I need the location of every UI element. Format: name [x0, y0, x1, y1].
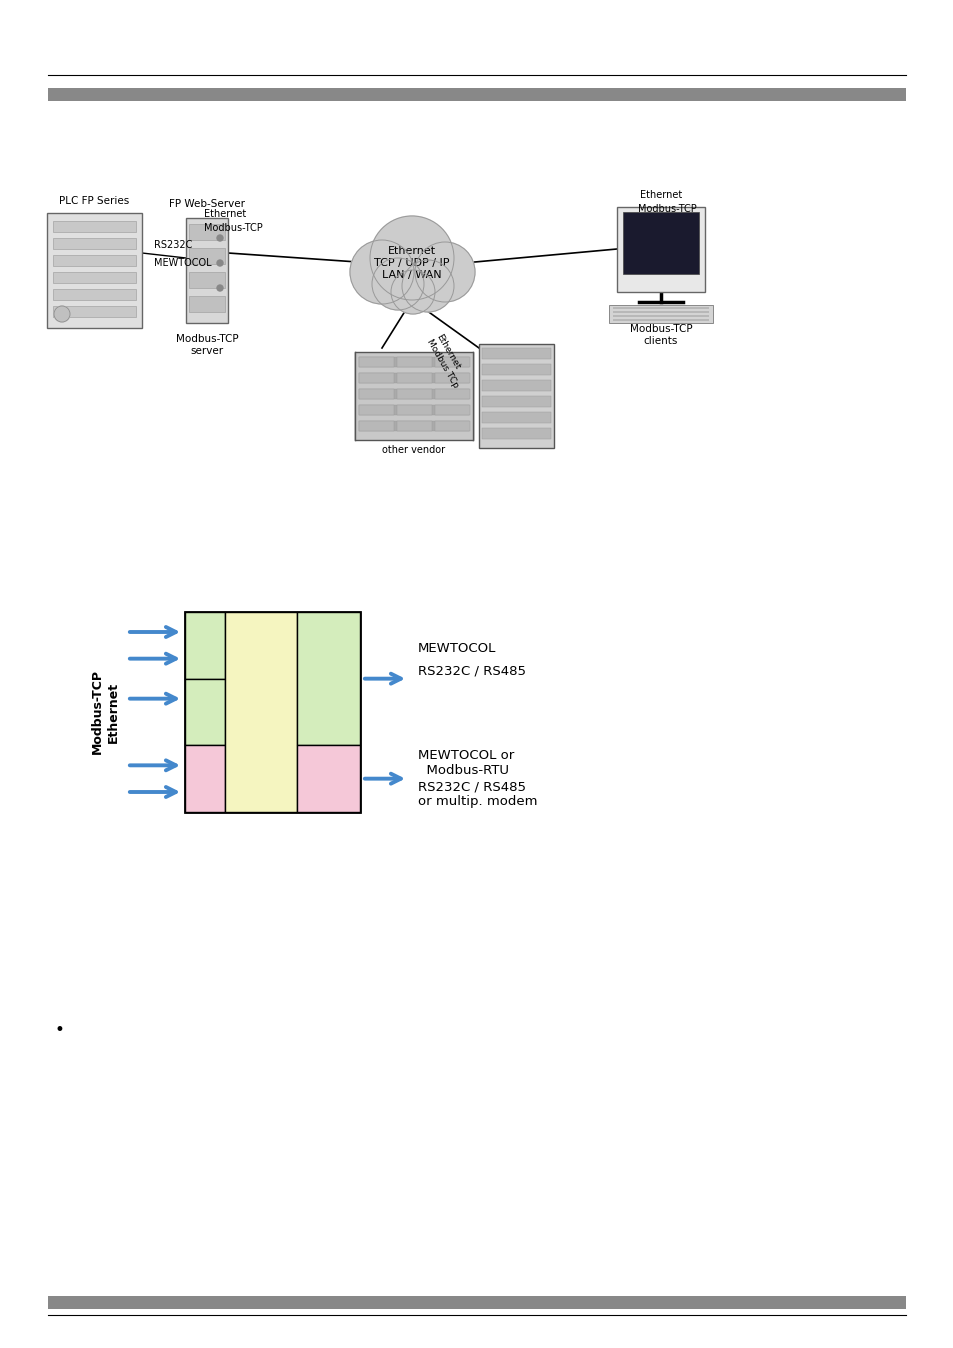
- Text: FP Web-Server: FP Web-Server: [169, 200, 245, 209]
- Text: Modbus-RTU: Modbus-RTU: [417, 764, 509, 778]
- Bar: [358, 390, 394, 399]
- Bar: [435, 421, 470, 431]
- Text: Ethernet
TCP / UDP / IP
LAN / WAN: Ethernet TCP / UDP / IP LAN / WAN: [374, 247, 449, 279]
- Text: Ethernet
Modbus TCp: Ethernet Modbus TCp: [424, 332, 469, 390]
- Bar: [396, 373, 432, 383]
- Bar: [481, 364, 551, 375]
- Bar: [613, 315, 708, 317]
- Circle shape: [216, 260, 223, 266]
- Bar: [396, 404, 432, 415]
- Circle shape: [372, 257, 423, 310]
- Circle shape: [391, 270, 435, 314]
- Circle shape: [350, 240, 414, 305]
- Bar: [185, 612, 359, 811]
- Circle shape: [216, 235, 223, 241]
- Bar: [358, 404, 469, 415]
- Bar: [622, 212, 699, 274]
- Circle shape: [415, 243, 475, 302]
- Bar: [189, 248, 225, 264]
- Text: other vendor: other vendor: [382, 445, 445, 456]
- Bar: [225, 612, 296, 811]
- Text: MEWTOCOL: MEWTOCOL: [153, 257, 212, 268]
- Text: Modbus-TCP
clients: Modbus-TCP clients: [629, 325, 692, 346]
- Text: PLC FP Series: PLC FP Series: [59, 195, 130, 206]
- Bar: [48, 88, 905, 101]
- Bar: [613, 319, 708, 321]
- Bar: [296, 612, 359, 745]
- Text: Ethernet: Ethernet: [107, 682, 119, 743]
- Bar: [396, 357, 432, 367]
- Bar: [481, 348, 551, 359]
- Bar: [481, 396, 551, 407]
- Bar: [185, 678, 225, 745]
- Bar: [189, 272, 225, 288]
- Text: Modbus-TCP: Modbus-TCP: [204, 222, 262, 233]
- Text: Modbus-TCP: Modbus-TCP: [91, 670, 103, 755]
- Text: 9pin
RS232C: 9pin RS232C: [317, 756, 339, 801]
- Text: 6 Tasks: 6 Tasks: [249, 661, 273, 763]
- Bar: [189, 297, 225, 311]
- Bar: [186, 218, 228, 324]
- Bar: [358, 357, 394, 367]
- Text: RS232C / RS485: RS232C / RS485: [417, 780, 525, 793]
- Bar: [613, 307, 708, 309]
- Bar: [478, 344, 554, 448]
- Bar: [435, 390, 470, 399]
- Bar: [435, 373, 470, 383]
- Bar: [358, 390, 469, 399]
- Bar: [435, 357, 470, 367]
- Bar: [481, 429, 551, 439]
- Bar: [358, 404, 394, 415]
- Bar: [617, 208, 704, 293]
- Circle shape: [401, 260, 454, 311]
- Text: Modbus-TCP: Modbus-TCP: [637, 204, 696, 214]
- Bar: [296, 745, 359, 811]
- Text: TCP/UDP
PORT: TCP/UDP PORT: [194, 620, 215, 671]
- Circle shape: [54, 306, 70, 322]
- Bar: [358, 421, 394, 431]
- Bar: [608, 305, 712, 324]
- Text: Ethernet: Ethernet: [204, 209, 246, 218]
- Bar: [189, 224, 225, 240]
- Bar: [185, 745, 225, 811]
- Text: Ethernet: Ethernet: [639, 190, 681, 200]
- Text: MEWTOCOL or: MEWTOCOL or: [417, 749, 514, 762]
- Text: or multip. modem: or multip. modem: [417, 795, 537, 809]
- Text: MEWTOCOL: MEWTOCOL: [417, 642, 496, 655]
- Bar: [355, 352, 473, 439]
- Bar: [481, 412, 551, 423]
- Bar: [47, 213, 142, 328]
- Text: RS232C: RS232C: [153, 240, 193, 249]
- Bar: [481, 380, 551, 391]
- Bar: [53, 288, 136, 301]
- Text: TCP/UDP
PORT: TCP/UDP PORT: [194, 754, 215, 805]
- Bar: [53, 239, 136, 249]
- Bar: [358, 373, 394, 383]
- Bar: [396, 390, 432, 399]
- Bar: [53, 255, 136, 266]
- Text: Modbus-TCP
server: Modbus-TCP server: [175, 334, 238, 356]
- Bar: [53, 306, 136, 317]
- Bar: [358, 357, 469, 367]
- Text: •: •: [55, 1020, 65, 1039]
- Bar: [185, 612, 225, 678]
- Text: 3pin
RS232C: 3pin RS232C: [317, 656, 339, 701]
- Text: TCP/UDP
PORT: TCP/UDP PORT: [194, 686, 215, 737]
- Bar: [613, 311, 708, 313]
- Circle shape: [216, 284, 223, 291]
- Bar: [396, 421, 432, 431]
- Bar: [435, 404, 470, 415]
- Circle shape: [370, 216, 454, 301]
- Bar: [358, 373, 469, 383]
- Text: RS232C / RS485: RS232C / RS485: [417, 665, 525, 677]
- Bar: [53, 221, 136, 232]
- Bar: [358, 421, 469, 431]
- Bar: [48, 1295, 905, 1309]
- Bar: [53, 272, 136, 283]
